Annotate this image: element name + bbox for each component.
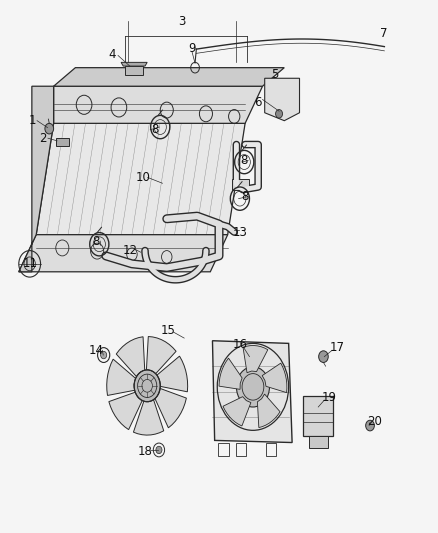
Polygon shape [53, 86, 262, 123]
Text: 2: 2 [39, 132, 46, 144]
Bar [236, 442, 246, 456]
Polygon shape [109, 392, 142, 430]
Text: 13: 13 [233, 225, 247, 239]
Circle shape [319, 351, 328, 362]
Polygon shape [262, 363, 287, 393]
Text: 17: 17 [330, 341, 345, 353]
Polygon shape [107, 359, 136, 395]
Polygon shape [125, 66, 143, 75]
Text: 14: 14 [89, 344, 104, 357]
Text: 6: 6 [254, 95, 262, 109]
Text: 16: 16 [233, 338, 247, 351]
Polygon shape [116, 337, 145, 377]
Polygon shape [309, 436, 328, 448]
Polygon shape [223, 397, 251, 426]
Bar [266, 442, 276, 456]
Text: 7: 7 [380, 27, 387, 39]
Circle shape [45, 123, 53, 134]
Polygon shape [265, 78, 300, 120]
Polygon shape [56, 138, 69, 146]
Polygon shape [146, 336, 176, 374]
Text: 4: 4 [109, 48, 116, 61]
Text: 15: 15 [161, 324, 176, 337]
Circle shape [366, 420, 374, 431]
Text: 10: 10 [135, 171, 150, 184]
Polygon shape [258, 394, 280, 427]
Polygon shape [155, 389, 187, 428]
Bar [304, 396, 333, 436]
Text: 8: 8 [151, 123, 158, 136]
Circle shape [134, 370, 160, 402]
Text: 5: 5 [271, 68, 279, 81]
Polygon shape [19, 235, 228, 272]
Polygon shape [212, 341, 292, 442]
Text: 1: 1 [29, 114, 36, 127]
Circle shape [156, 446, 162, 454]
Circle shape [237, 367, 269, 407]
Circle shape [276, 110, 283, 118]
Polygon shape [19, 86, 53, 272]
Text: 12: 12 [122, 244, 137, 257]
Polygon shape [243, 345, 268, 373]
Polygon shape [36, 123, 245, 235]
Polygon shape [53, 68, 284, 86]
Polygon shape [121, 62, 147, 66]
Text: 20: 20 [367, 415, 382, 429]
Text: 8: 8 [240, 154, 248, 167]
Text: 8: 8 [92, 235, 100, 247]
Bar [218, 442, 229, 456]
Text: 19: 19 [321, 392, 337, 405]
Text: 18: 18 [138, 445, 152, 457]
Polygon shape [232, 179, 250, 190]
Text: 8: 8 [241, 190, 249, 203]
Text: 3: 3 [178, 14, 186, 28]
Polygon shape [219, 358, 242, 389]
Text: 9: 9 [188, 42, 196, 54]
Text: 11: 11 [23, 257, 38, 270]
Polygon shape [134, 400, 164, 435]
Polygon shape [157, 356, 187, 392]
Circle shape [101, 351, 107, 359]
